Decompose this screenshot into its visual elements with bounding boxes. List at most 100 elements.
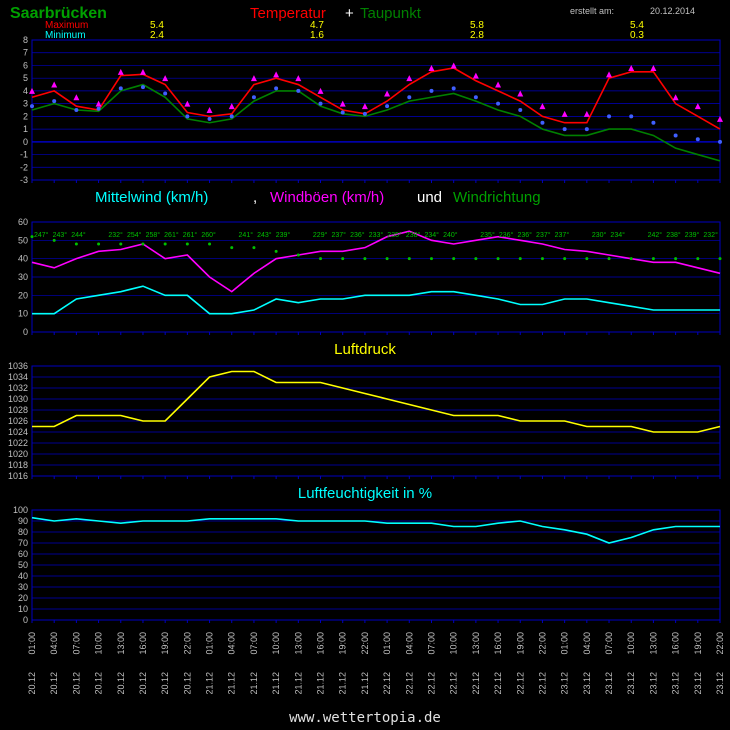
- svg-text:254°: 254°: [127, 231, 142, 239]
- svg-text:260°: 260°: [201, 231, 216, 239]
- svg-text:247°: 247°: [34, 231, 49, 239]
- svg-text:23.12: 23.12: [582, 672, 592, 695]
- svg-text:16:00: 16:00: [138, 632, 148, 655]
- svg-text:20.12: 20.12: [182, 672, 192, 695]
- svg-text:-2: -2: [20, 162, 28, 172]
- svg-text:21.12: 21.12: [205, 672, 215, 695]
- svg-text:4: 4: [23, 86, 28, 96]
- svg-text:22.12: 22.12: [493, 672, 503, 695]
- svg-text:10: 10: [18, 604, 28, 614]
- svg-text:21.12: 21.12: [360, 672, 370, 695]
- svg-text:Mittelwind (km/h): Mittelwind (km/h): [95, 189, 208, 206]
- svg-text:01:00: 01:00: [560, 632, 570, 655]
- svg-text:1018: 1018: [8, 460, 28, 470]
- svg-text:1036: 1036: [8, 361, 28, 371]
- svg-text:07:00: 07:00: [604, 632, 614, 655]
- svg-text:22.12: 22.12: [382, 672, 392, 695]
- svg-text:20.12: 20.12: [49, 672, 59, 695]
- svg-text:-1: -1: [20, 150, 28, 160]
- svg-text:10:00: 10:00: [271, 632, 281, 655]
- svg-text:23.12: 23.12: [715, 672, 725, 695]
- svg-text:01:00: 01:00: [205, 632, 215, 655]
- svg-text:233°: 233°: [369, 231, 384, 239]
- svg-text:234°: 234°: [424, 231, 439, 239]
- svg-text:23.12: 23.12: [693, 672, 703, 695]
- svg-text:21.12: 21.12: [293, 672, 303, 695]
- svg-text:19:00: 19:00: [515, 632, 525, 655]
- svg-text:19:00: 19:00: [693, 632, 703, 655]
- svg-text:1024: 1024: [8, 427, 28, 437]
- svg-text:10:00: 10:00: [449, 632, 459, 655]
- svg-text:22.12: 22.12: [537, 672, 547, 695]
- svg-text:0: 0: [23, 137, 28, 147]
- svg-text:16:00: 16:00: [493, 632, 503, 655]
- svg-text:22.12: 22.12: [515, 672, 525, 695]
- svg-text:243°: 243°: [53, 231, 68, 239]
- svg-text:+: +: [345, 5, 354, 22]
- svg-text:23.12: 23.12: [604, 672, 614, 695]
- svg-text:erstellt am:: erstellt am:: [570, 6, 614, 16]
- svg-text:21.12: 21.12: [338, 672, 348, 695]
- svg-text:50: 50: [18, 560, 28, 570]
- svg-text:Windböen (km/h): Windböen (km/h): [270, 189, 384, 206]
- svg-text:04:00: 04:00: [582, 632, 592, 655]
- svg-text:6: 6: [23, 60, 28, 70]
- svg-text:258°: 258°: [146, 231, 161, 239]
- svg-text:237°: 237°: [536, 231, 551, 239]
- svg-text:Taupunkt: Taupunkt: [360, 5, 422, 22]
- svg-text:242°: 242°: [648, 231, 663, 239]
- svg-text:Luftfeuchtigkeit in %: Luftfeuchtigkeit in %: [298, 485, 432, 502]
- svg-text:50: 50: [18, 235, 28, 245]
- svg-text:60: 60: [18, 549, 28, 559]
- svg-text:40: 40: [18, 571, 28, 581]
- svg-text:19:00: 19:00: [338, 632, 348, 655]
- svg-text:240°: 240°: [443, 231, 458, 239]
- svg-text:238°: 238°: [406, 231, 421, 239]
- svg-text:20: 20: [18, 290, 28, 300]
- svg-text:7: 7: [23, 48, 28, 58]
- svg-text:23.12: 23.12: [648, 672, 658, 695]
- svg-text:und: und: [417, 189, 442, 206]
- svg-text:243°: 243°: [257, 231, 272, 239]
- svg-text:0: 0: [23, 327, 28, 337]
- svg-text:21.12: 21.12: [227, 672, 237, 695]
- svg-text:20.12.2014: 20.12.2014: [650, 6, 695, 16]
- svg-text:07:00: 07:00: [426, 632, 436, 655]
- svg-text:13:00: 13:00: [471, 632, 481, 655]
- svg-text:07:00: 07:00: [249, 632, 259, 655]
- svg-text:13:00: 13:00: [648, 632, 658, 655]
- svg-text:229°: 229°: [313, 231, 328, 239]
- svg-text:04:00: 04:00: [49, 632, 59, 655]
- svg-text:239°: 239°: [276, 231, 291, 239]
- svg-text:236°: 236°: [499, 231, 514, 239]
- svg-text:1034: 1034: [8, 372, 28, 382]
- svg-text:244°: 244°: [71, 231, 86, 239]
- svg-text:236°: 236°: [350, 231, 365, 239]
- svg-text:01:00: 01:00: [382, 632, 392, 655]
- svg-text:261°: 261°: [183, 231, 198, 239]
- svg-text:10: 10: [18, 309, 28, 319]
- svg-text:20.12: 20.12: [94, 672, 104, 695]
- svg-text:40: 40: [18, 254, 28, 264]
- svg-text:241°: 241°: [239, 231, 254, 239]
- svg-text:04:00: 04:00: [404, 632, 414, 655]
- svg-text:230°: 230°: [592, 231, 607, 239]
- svg-text:22.12: 22.12: [404, 672, 414, 695]
- svg-text:16:00: 16:00: [671, 632, 681, 655]
- svg-text:234°: 234°: [610, 231, 625, 239]
- svg-text:0.3: 0.3: [630, 30, 644, 41]
- svg-text:1.6: 1.6: [310, 30, 324, 41]
- svg-text:,: ,: [253, 189, 257, 206]
- svg-text:Luftdruck: Luftdruck: [334, 341, 396, 358]
- svg-text:232°: 232°: [703, 231, 718, 239]
- svg-text:30: 30: [18, 272, 28, 282]
- svg-text:261°: 261°: [164, 231, 179, 239]
- svg-text:1026: 1026: [8, 416, 28, 426]
- svg-text:Windrichtung: Windrichtung: [453, 189, 541, 206]
- svg-text:30: 30: [18, 582, 28, 592]
- svg-text:0: 0: [23, 615, 28, 625]
- svg-text:22.12: 22.12: [449, 672, 459, 695]
- svg-text:21.12: 21.12: [249, 672, 259, 695]
- svg-text:235°: 235°: [480, 231, 495, 239]
- svg-text:232°: 232°: [108, 231, 123, 239]
